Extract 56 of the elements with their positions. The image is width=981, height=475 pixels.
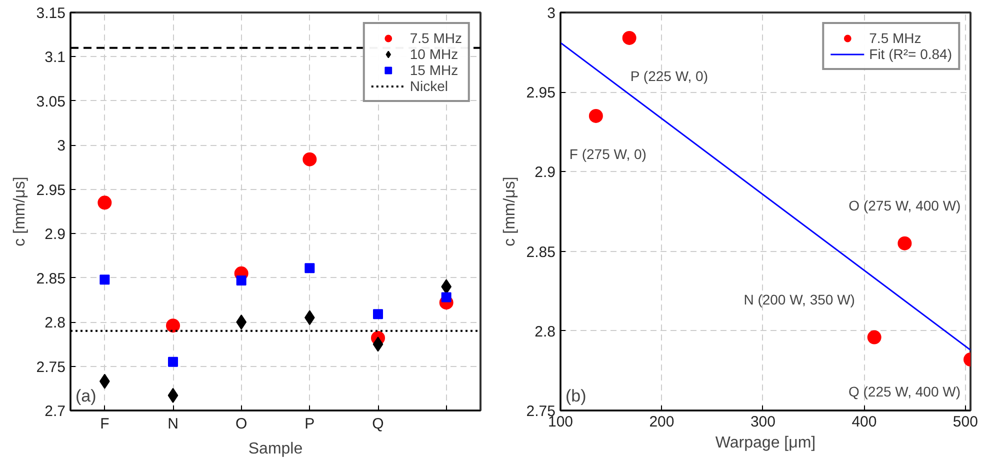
annotation: P (225 W, 0) [630,68,708,84]
y-axis-title: c [mm/μs] [501,176,518,246]
y-tick-label: 2.8 [44,314,66,332]
y-tick-label: 2.95 [36,182,66,199]
y-tick-label: 2.95 [526,84,556,102]
legend-label: 10 MHz [410,46,458,62]
legend-label: 7.5 MHz [869,30,922,46]
point [867,330,882,344]
legend-label: Fit (R²= 0.84) [869,46,952,62]
x-axis-title: Sample [248,440,303,458]
y-tick-label: 2.7 [44,403,66,420]
annotation: F (275 W, 0) [569,146,646,162]
y-tick-label: 3.05 [36,93,66,110]
y-tick-label: 3.15 [36,5,66,22]
x-tick-label: F [100,416,110,432]
point [168,356,178,367]
point [441,292,452,302]
point [622,30,636,45]
y-tick-label: 2.85 [36,270,66,288]
legend-label: 15 MHz [410,62,458,78]
x-tick-label: 300 [750,414,776,430]
point [372,336,384,352]
x-axis-title: Warpage [μm] [715,434,816,452]
y-tick-label: 2.9 [534,164,556,182]
x-tick-label: 500 [952,414,978,430]
annotation: (a) [76,386,96,406]
point [98,196,112,210]
y-tick-label: 2.85 [526,244,556,261]
point [236,275,246,286]
y-tick-label: 2.75 [36,358,66,376]
legend-label: Nickel [410,78,448,94]
annotation: N (200 W, 350 W) [744,291,855,308]
y-tick-label: 3.1 [44,49,66,66]
annotation: (b) [566,386,586,406]
x-tick-label: N [168,416,178,432]
legend-label: 7.5 MHz [410,30,462,46]
point [373,309,383,320]
annotation: Q (225 W, 400 W) [848,384,961,400]
point [302,152,317,166]
point [166,318,180,333]
y-tick-label: 2.8 [534,323,556,340]
x-tick-label: O [236,416,248,432]
annotation: O (275 W, 400 W) [848,197,961,214]
y-axis-title: c [mm/μs] [11,176,28,246]
point [588,108,603,123]
point [168,388,178,403]
x-tick-label: 400 [852,414,877,430]
x-tick-label: Q [372,416,384,432]
point [898,236,912,250]
y-tick-label: 3 [547,5,556,22]
y-tick-label: 2.9 [44,226,66,244]
x-tick-label: P [304,416,315,432]
point [304,263,315,274]
y-tick-label: 3 [57,138,66,155]
x-tick-label: 200 [649,414,674,430]
point [100,274,110,285]
